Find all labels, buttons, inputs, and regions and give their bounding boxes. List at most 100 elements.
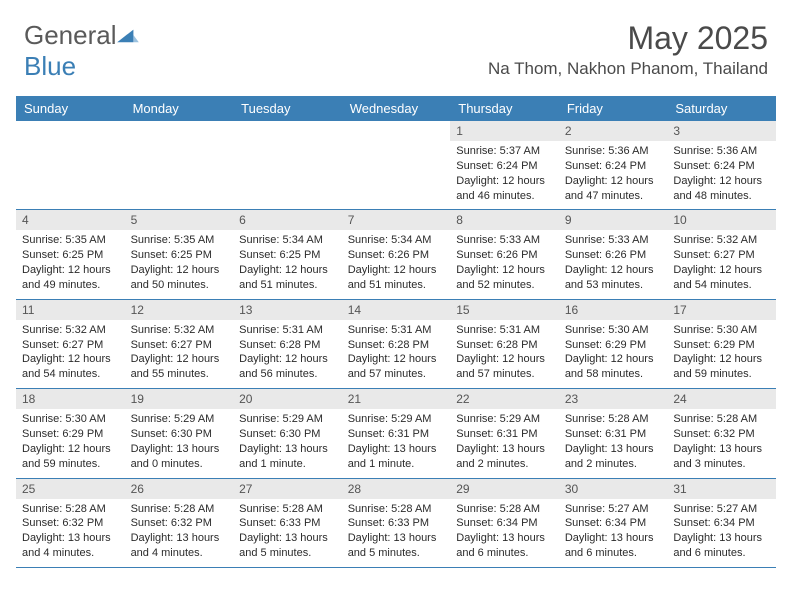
sunrise-text: Sunrise: 5:36 AM bbox=[673, 144, 770, 159]
sunrise-text: Sunrise: 5:31 AM bbox=[348, 323, 445, 338]
day-number: 25 bbox=[16, 479, 125, 499]
daylight2-text: and 4 minutes. bbox=[131, 546, 228, 561]
sunset-text: Sunset: 6:32 PM bbox=[673, 427, 770, 442]
day-number: 20 bbox=[233, 389, 342, 409]
daylight2-text: and 3 minutes. bbox=[673, 457, 770, 472]
day-number: 28 bbox=[342, 479, 451, 499]
sunset-text: Sunset: 6:27 PM bbox=[22, 338, 119, 353]
day-cell: 3Sunrise: 5:36 AMSunset: 6:24 PMDaylight… bbox=[667, 121, 776, 210]
day-info: Sunrise: 5:27 AMSunset: 6:34 PMDaylight:… bbox=[667, 499, 776, 567]
day-cell: 25Sunrise: 5:28 AMSunset: 6:32 PMDayligh… bbox=[16, 478, 125, 567]
daylight2-text: and 52 minutes. bbox=[456, 278, 553, 293]
week-row: 11Sunrise: 5:32 AMSunset: 6:27 PMDayligh… bbox=[16, 299, 776, 388]
day-cell: 4Sunrise: 5:35 AMSunset: 6:25 PMDaylight… bbox=[16, 210, 125, 299]
day-number: 23 bbox=[559, 389, 668, 409]
day-cell: 28Sunrise: 5:28 AMSunset: 6:33 PMDayligh… bbox=[342, 478, 451, 567]
day-info: Sunrise: 5:28 AMSunset: 6:31 PMDaylight:… bbox=[559, 409, 668, 477]
sunset-text: Sunset: 6:33 PM bbox=[239, 516, 336, 531]
sunrise-text: Sunrise: 5:32 AM bbox=[22, 323, 119, 338]
sunrise-text: Sunrise: 5:28 AM bbox=[239, 502, 336, 517]
sunrise-text: Sunrise: 5:33 AM bbox=[456, 233, 553, 248]
daylight1-text: Daylight: 12 hours bbox=[239, 352, 336, 367]
day-cell: 19Sunrise: 5:29 AMSunset: 6:30 PMDayligh… bbox=[125, 389, 234, 478]
day-number: 15 bbox=[450, 300, 559, 320]
sunrise-text: Sunrise: 5:33 AM bbox=[565, 233, 662, 248]
day-cell: ..... bbox=[125, 121, 234, 210]
day-cell: 31Sunrise: 5:27 AMSunset: 6:34 PMDayligh… bbox=[667, 478, 776, 567]
daylight2-text: and 6 minutes. bbox=[456, 546, 553, 561]
week-row: 18Sunrise: 5:30 AMSunset: 6:29 PMDayligh… bbox=[16, 389, 776, 478]
day-cell: 30Sunrise: 5:27 AMSunset: 6:34 PMDayligh… bbox=[559, 478, 668, 567]
day-cell: 22Sunrise: 5:29 AMSunset: 6:31 PMDayligh… bbox=[450, 389, 559, 478]
sunrise-text: Sunrise: 5:28 AM bbox=[22, 502, 119, 517]
daylight2-text: and 47 minutes. bbox=[565, 189, 662, 204]
logo: General Blue bbox=[24, 20, 139, 82]
daylight2-text: and 50 minutes. bbox=[131, 278, 228, 293]
sunrise-text: Sunrise: 5:29 AM bbox=[239, 412, 336, 427]
day-number: 31 bbox=[667, 479, 776, 499]
sunrise-text: Sunrise: 5:28 AM bbox=[565, 412, 662, 427]
day-cell: 10Sunrise: 5:32 AMSunset: 6:27 PMDayligh… bbox=[667, 210, 776, 299]
daylight1-text: Daylight: 13 hours bbox=[456, 442, 553, 457]
sunrise-text: Sunrise: 5:30 AM bbox=[565, 323, 662, 338]
day-number: 13 bbox=[233, 300, 342, 320]
day-info: Sunrise: 5:37 AMSunset: 6:24 PMDaylight:… bbox=[450, 141, 559, 209]
day-cell: 16Sunrise: 5:30 AMSunset: 6:29 PMDayligh… bbox=[559, 299, 668, 388]
daylight1-text: Daylight: 13 hours bbox=[565, 531, 662, 546]
month-title: May 2025 bbox=[488, 20, 768, 57]
day-header: Monday bbox=[125, 96, 234, 121]
daylight1-text: Daylight: 13 hours bbox=[348, 442, 445, 457]
day-header: Wednesday bbox=[342, 96, 451, 121]
day-cell: 12Sunrise: 5:32 AMSunset: 6:27 PMDayligh… bbox=[125, 299, 234, 388]
day-cell: 8Sunrise: 5:33 AMSunset: 6:26 PMDaylight… bbox=[450, 210, 559, 299]
day-number: 29 bbox=[450, 479, 559, 499]
day-number: 9 bbox=[559, 210, 668, 230]
day-cell: 20Sunrise: 5:29 AMSunset: 6:30 PMDayligh… bbox=[233, 389, 342, 478]
logo-text: General Blue bbox=[24, 20, 139, 82]
day-cell: 17Sunrise: 5:30 AMSunset: 6:29 PMDayligh… bbox=[667, 299, 776, 388]
daylight2-text: and 6 minutes. bbox=[673, 546, 770, 561]
sunset-text: Sunset: 6:26 PM bbox=[456, 248, 553, 263]
sunset-text: Sunset: 6:30 PM bbox=[239, 427, 336, 442]
day-number: 5 bbox=[125, 210, 234, 230]
day-info: Sunrise: 5:28 AMSunset: 6:32 PMDaylight:… bbox=[16, 499, 125, 567]
daylight2-text: and 54 minutes. bbox=[22, 367, 119, 382]
daylight1-text: Daylight: 13 hours bbox=[348, 531, 445, 546]
daylight1-text: Daylight: 13 hours bbox=[131, 442, 228, 457]
sunrise-text: Sunrise: 5:29 AM bbox=[131, 412, 228, 427]
day-cell: ..... bbox=[16, 121, 125, 210]
day-number: 6 bbox=[233, 210, 342, 230]
daylight2-text: and 2 minutes. bbox=[456, 457, 553, 472]
day-info: Sunrise: 5:35 AMSunset: 6:25 PMDaylight:… bbox=[125, 230, 234, 298]
daylight2-text: and 1 minute. bbox=[239, 457, 336, 472]
sunrise-text: Sunrise: 5:36 AM bbox=[565, 144, 662, 159]
calendar-table: SundayMondayTuesdayWednesdayThursdayFrid… bbox=[16, 96, 776, 568]
location: Na Thom, Nakhon Phanom, Thailand bbox=[488, 59, 768, 79]
sunset-text: Sunset: 6:24 PM bbox=[673, 159, 770, 174]
header: General Blue May 2025 Na Thom, Nakhon Ph… bbox=[0, 0, 792, 90]
sunset-text: Sunset: 6:31 PM bbox=[348, 427, 445, 442]
day-info: Sunrise: 5:29 AMSunset: 6:30 PMDaylight:… bbox=[233, 409, 342, 477]
day-cell: 27Sunrise: 5:28 AMSunset: 6:33 PMDayligh… bbox=[233, 478, 342, 567]
day-number: 30 bbox=[559, 479, 668, 499]
day-info: Sunrise: 5:33 AMSunset: 6:26 PMDaylight:… bbox=[559, 230, 668, 298]
day-number: 21 bbox=[342, 389, 451, 409]
daylight2-text: and 57 minutes. bbox=[456, 367, 553, 382]
sunset-text: Sunset: 6:24 PM bbox=[565, 159, 662, 174]
day-number: 8 bbox=[450, 210, 559, 230]
day-cell: ..... bbox=[342, 121, 451, 210]
day-number: 2 bbox=[559, 121, 668, 141]
week-row: ....................1Sunrise: 5:37 AMSun… bbox=[16, 121, 776, 210]
day-number: 12 bbox=[125, 300, 234, 320]
daylight2-text: and 51 minutes. bbox=[348, 278, 445, 293]
sunrise-text: Sunrise: 5:29 AM bbox=[348, 412, 445, 427]
sunset-text: Sunset: 6:32 PM bbox=[22, 516, 119, 531]
day-info: Sunrise: 5:36 AMSunset: 6:24 PMDaylight:… bbox=[667, 141, 776, 209]
sunset-text: Sunset: 6:33 PM bbox=[348, 516, 445, 531]
sunrise-text: Sunrise: 5:35 AM bbox=[22, 233, 119, 248]
sunset-text: Sunset: 6:27 PM bbox=[673, 248, 770, 263]
day-info: Sunrise: 5:29 AMSunset: 6:31 PMDaylight:… bbox=[342, 409, 451, 477]
sunset-text: Sunset: 6:29 PM bbox=[673, 338, 770, 353]
day-info: Sunrise: 5:31 AMSunset: 6:28 PMDaylight:… bbox=[342, 320, 451, 388]
sunrise-text: Sunrise: 5:27 AM bbox=[673, 502, 770, 517]
